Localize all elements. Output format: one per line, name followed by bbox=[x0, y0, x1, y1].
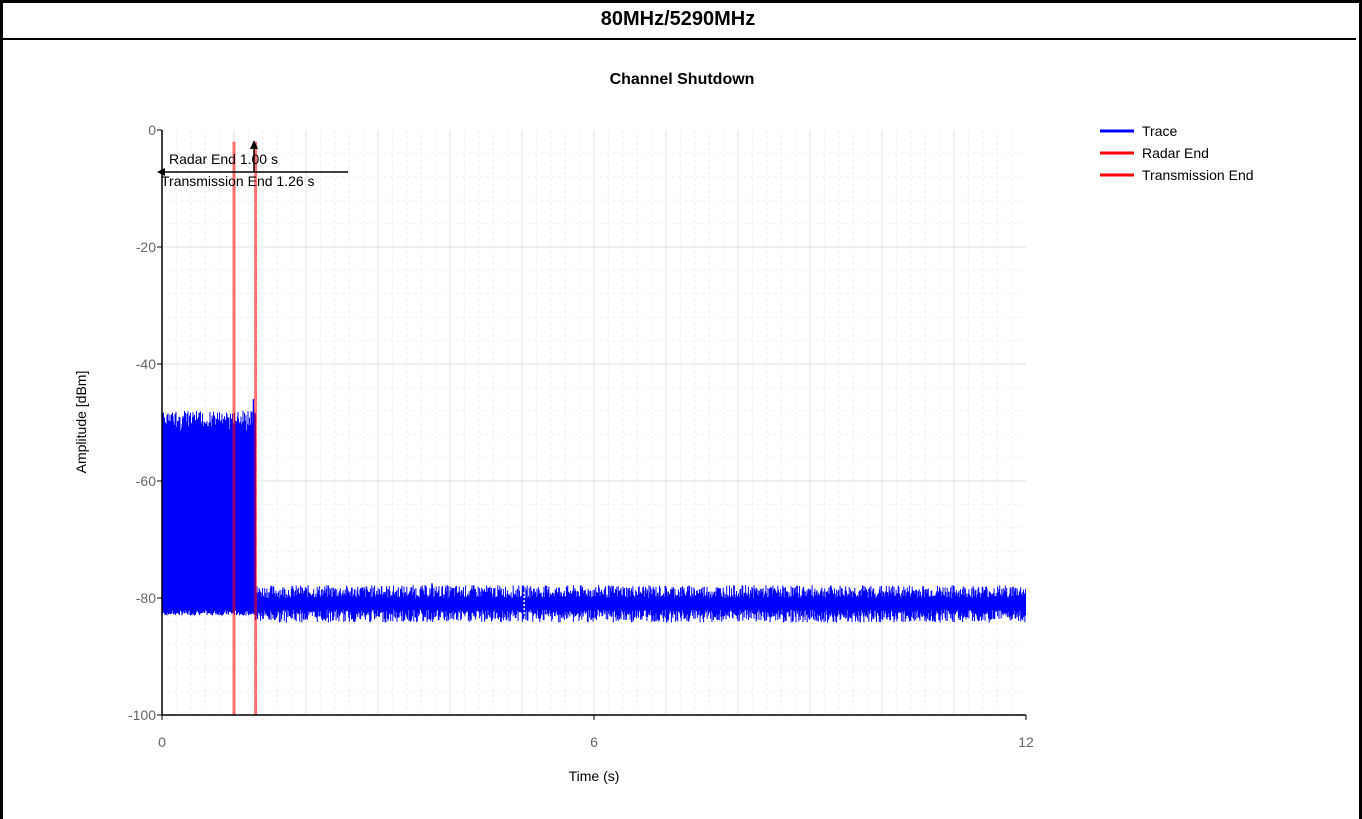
legend-label-transmission-end: Transmission End bbox=[1142, 167, 1254, 183]
y-tick-label: -80 bbox=[136, 590, 156, 606]
y-axis-title: Amplitude [dBm] bbox=[73, 371, 89, 474]
annotation-transmission-end: Transmission End 1.26 s bbox=[161, 173, 315, 189]
annotation-radar-end: Radar End 1.00 s bbox=[169, 151, 278, 167]
legend-label-trace: Trace bbox=[1142, 123, 1177, 139]
axes bbox=[157, 129, 1027, 720]
grid bbox=[162, 130, 1026, 715]
x-tick-label: 6 bbox=[590, 734, 598, 750]
arrow-head-left-icon bbox=[157, 168, 165, 176]
legend: Trace Radar End Transmission End bbox=[1100, 123, 1254, 183]
legend-label-radar-end: Radar End bbox=[1142, 145, 1209, 161]
y-tick-label: 0 bbox=[148, 122, 156, 138]
marker-lines bbox=[232, 141, 258, 715]
trace-noise-floor bbox=[255, 585, 1026, 623]
page-title: 80MHz/5290MHz bbox=[0, 0, 1356, 40]
chart-title: Channel Shutdown bbox=[610, 71, 755, 88]
x-tick-label: 12 bbox=[1018, 734, 1034, 750]
trace-dense-band bbox=[162, 410, 256, 616]
arrow-head-up-icon bbox=[250, 140, 258, 149]
y-tick-label: -40 bbox=[136, 356, 156, 372]
y-tick-label: -100 bbox=[128, 707, 156, 723]
x-tick-label: 0 bbox=[158, 734, 166, 750]
y-tick-label: -60 bbox=[136, 473, 156, 489]
annotations: Radar End 1.00 s Transmission End 1.26 s bbox=[157, 140, 348, 189]
x-axis-title: Time (s) bbox=[569, 768, 620, 784]
y-tick-label: -20 bbox=[136, 239, 156, 255]
